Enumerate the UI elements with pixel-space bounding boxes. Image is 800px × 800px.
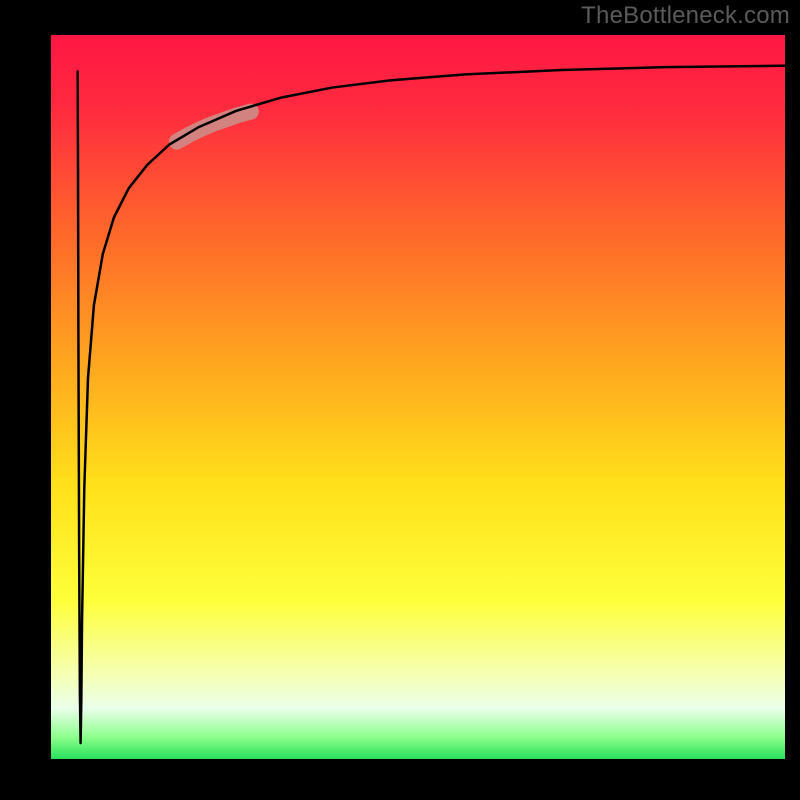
plot-svg	[51, 35, 791, 765]
chart-container: TheBottleneck.com	[0, 0, 800, 800]
plot-frame	[48, 32, 788, 762]
highlight-segment	[177, 112, 251, 142]
main-curve	[78, 66, 791, 743]
watermark-text: TheBottleneck.com	[581, 2, 790, 30]
